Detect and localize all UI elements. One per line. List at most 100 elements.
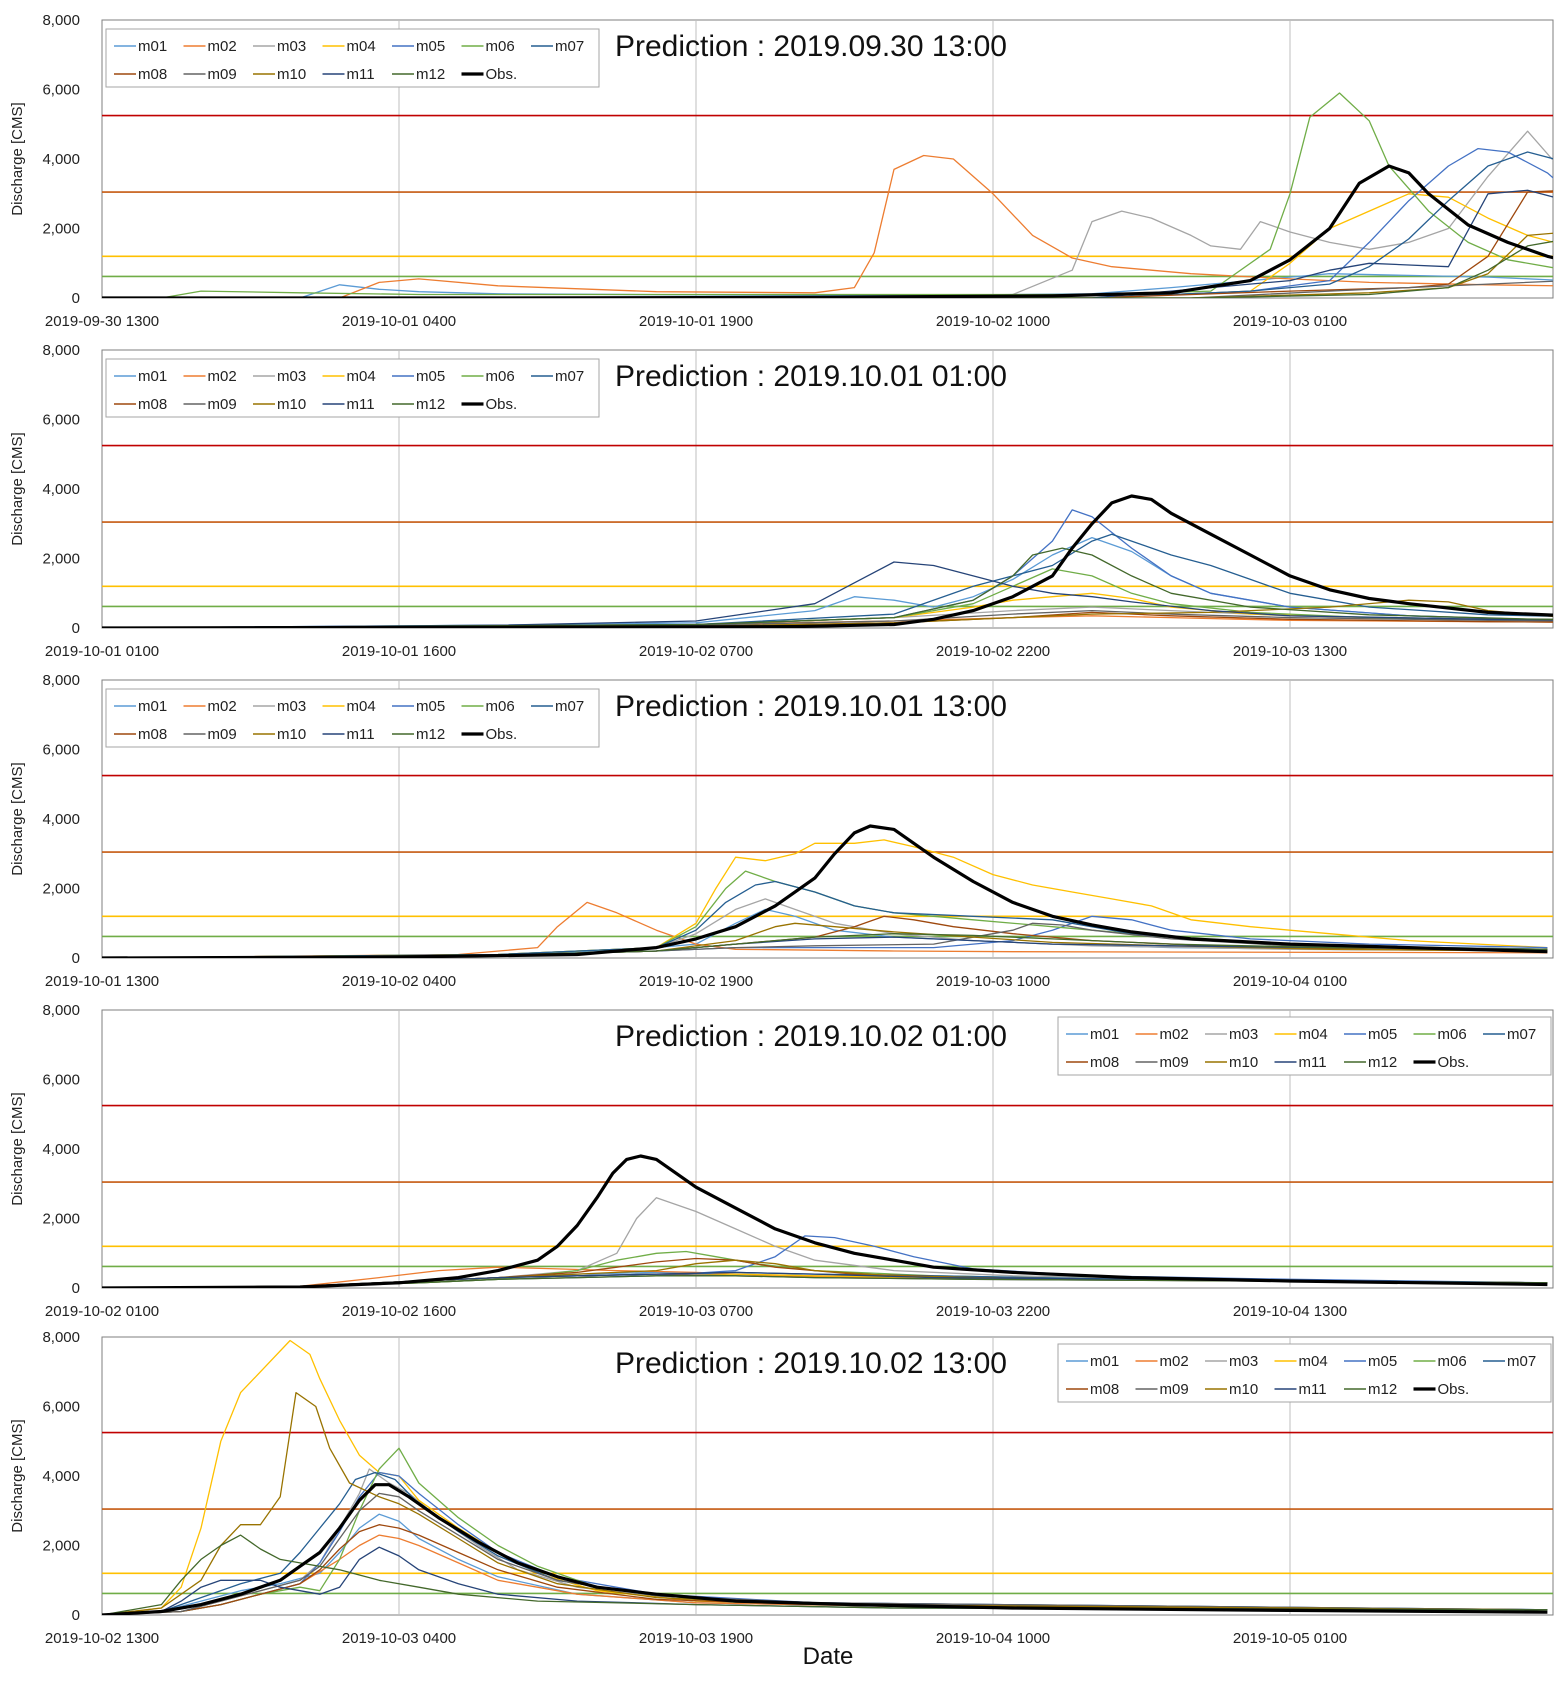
series-group — [102, 1154, 1548, 1288]
y-tick-label: 4,000 — [42, 1141, 80, 1158]
series-line-obs — [102, 494, 1553, 628]
series-line-m10 — [102, 232, 1553, 298]
series-group — [102, 494, 1553, 628]
legend-label: m11 — [1299, 1381, 1327, 1398]
legend-label: m02 — [208, 368, 237, 385]
legend-label: m07 — [1507, 1026, 1536, 1043]
x-tick-label: 2019-10-02 0400 — [342, 973, 456, 990]
y-tick-label: 0 — [72, 620, 80, 637]
legend-label: m01 — [138, 698, 167, 715]
y-axis-label: Discharge [CMS] — [9, 432, 26, 545]
y-tick-label: 8,000 — [42, 1002, 80, 1019]
legend-label: m07 — [1507, 1353, 1536, 1370]
y-tick-label: 6,000 — [42, 82, 80, 99]
legend-label: m05 — [1368, 1026, 1397, 1043]
series-line-obs — [102, 164, 1553, 298]
series-line-obs — [102, 1483, 1548, 1615]
legend-label: m01 — [1090, 1026, 1119, 1043]
y-tick-label: 4,000 — [42, 151, 80, 168]
x-axis-label: Date — [803, 1643, 854, 1670]
chart-panel-3: 0 2,000 4,000 6,000 8,000 Discharge [CMS] 2019… — [9, 672, 1554, 990]
series-line-m09 — [102, 609, 1553, 628]
legend-label: m10 — [277, 396, 306, 413]
series-line-m11 — [102, 1546, 1548, 1615]
series-line-m03 — [102, 130, 1553, 298]
legend-label: m08 — [1090, 1054, 1119, 1071]
legend-box — [105, 688, 600, 748]
series-line-m08 — [102, 190, 1553, 298]
x-tick-label: 2019-10-02 1900 — [639, 973, 753, 990]
series-line-m04 — [102, 839, 1548, 958]
legend-label: m08 — [138, 396, 167, 413]
y-tick-label: 8,000 — [42, 672, 80, 689]
series-group — [102, 92, 1553, 298]
x-tick-label: 2019-10-02 2200 — [936, 643, 1050, 660]
y-axis-label: Discharge [CMS] — [9, 1092, 26, 1205]
series-group — [102, 824, 1548, 958]
x-tick-label: 2019-10-03 2200 — [936, 1303, 1050, 1320]
x-tick-label: 2019-10-04 1300 — [1233, 1303, 1347, 1320]
y-tick-label: 2,000 — [42, 881, 80, 898]
legend-label: Obs. — [486, 396, 518, 413]
y-tick-label: 2,000 — [42, 1211, 80, 1228]
series-line-m12 — [102, 240, 1553, 298]
x-tick-label: 2019-10-01 1600 — [342, 643, 456, 660]
legend-label: m02 — [208, 38, 237, 55]
y-tick-label: 0 — [72, 1280, 80, 1297]
legend-label: m09 — [1160, 1381, 1189, 1398]
legend: m01 m02 m03 m04 m05 m06 m07 m08 m09 m10 m11 m12 Obs. — [1057, 1343, 1552, 1403]
legend-label: m06 — [1438, 1353, 1467, 1370]
legend-label: m06 — [486, 368, 515, 385]
legend-label: m11 — [347, 396, 375, 413]
legend-label: m09 — [1160, 1054, 1189, 1071]
legend-label: m05 — [416, 698, 445, 715]
series-line-m07 — [102, 533, 1553, 628]
legend-label: m01 — [138, 368, 167, 385]
legend-label: m09 — [208, 396, 237, 413]
series-line-m12 — [102, 1534, 1548, 1615]
series-line-m08 — [102, 1524, 1548, 1615]
x-tick-label: 2019-10-05 0100 — [1233, 1630, 1347, 1647]
y-tick-label: 0 — [72, 1607, 80, 1624]
legend-label: m05 — [416, 38, 445, 55]
x-tick-label: 2019-10-02 0100 — [45, 1303, 159, 1320]
series-line-obs — [102, 824, 1548, 958]
x-tick-label: 2019-10-03 0700 — [639, 1303, 753, 1320]
legend-label: m09 — [208, 726, 237, 743]
y-axis-label: Discharge [CMS] — [9, 1419, 26, 1532]
y-tick-label: 6,000 — [42, 1399, 80, 1416]
legend-label: m05 — [416, 368, 445, 385]
legend-label: m05 — [1368, 1353, 1397, 1370]
legend-label: m02 — [208, 698, 237, 715]
legend-label: m10 — [277, 66, 306, 83]
legend-label: m12 — [416, 66, 445, 83]
legend-label: m03 — [1229, 1026, 1258, 1043]
legend-label: m04 — [347, 38, 376, 55]
x-tick-label: 2019-10-04 0100 — [1233, 973, 1347, 990]
legend-label: m06 — [486, 38, 515, 55]
series-line-m11 — [102, 189, 1553, 298]
x-tick-label: 2019-10-02 1000 — [936, 313, 1050, 330]
x-tick-label: 2019-10-02 1300 — [45, 1630, 159, 1647]
y-tick-label: 6,000 — [42, 1072, 80, 1089]
x-tick-label: 2019-10-01 1300 — [45, 973, 159, 990]
chart-title: Prediction : 2019.10.01 01:00 — [615, 360, 1007, 393]
series-line-obs — [102, 1154, 1548, 1288]
y-tick-label: 0 — [72, 290, 80, 307]
legend-label: m12 — [416, 726, 445, 743]
legend-label: m06 — [1438, 1026, 1467, 1043]
chart-panel-4: 0 2,000 4,000 6,000 8,000 Discharge [CMS] 2019… — [9, 1002, 1554, 1320]
x-tick-label: 2019-10-02 0700 — [639, 643, 753, 660]
y-tick-label: 6,000 — [42, 412, 80, 429]
legend-box — [1057, 1343, 1552, 1403]
legend-label: m08 — [138, 726, 167, 743]
legend-label: m02 — [1160, 1026, 1189, 1043]
legend-label: m04 — [1299, 1353, 1328, 1370]
legend-label: Obs. — [486, 66, 518, 83]
legend-label: m10 — [1229, 1054, 1258, 1071]
legend: m01 m02 m03 m04 m05 m06 m07 m08 m09 m10 m11 m12 Obs. — [105, 358, 600, 418]
x-tick-label: 2019-10-03 0400 — [342, 1630, 456, 1647]
series-line-m11 — [102, 561, 1553, 628]
